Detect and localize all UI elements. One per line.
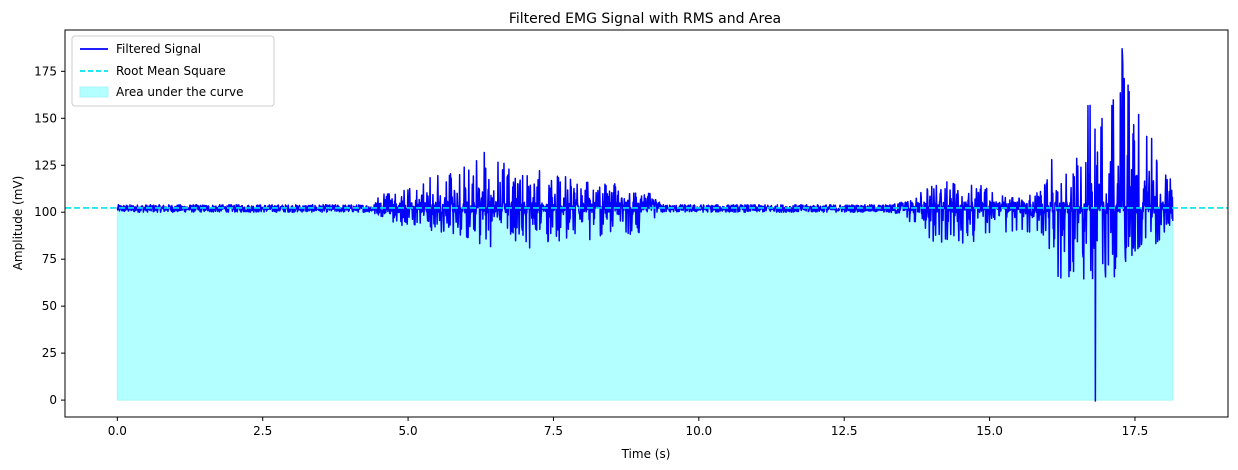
x-tick-label: 2.5 bbox=[253, 424, 272, 438]
legend: Filtered Signal Root Mean Square Area un… bbox=[71, 35, 275, 107]
legend-label-area: Area under the curve bbox=[116, 85, 244, 99]
y-tick-label: 125 bbox=[34, 158, 57, 172]
legend-swatch-area bbox=[79, 86, 109, 98]
chart-title: Filtered EMG Signal with RMS and Area bbox=[509, 11, 781, 27]
plot-frame bbox=[64, 29, 1229, 418]
y-axis: 0 25 50 75 100 125 150 175 bbox=[34, 64, 65, 407]
y-tick-label: 75 bbox=[42, 252, 57, 266]
plot-area bbox=[65, 48, 1228, 402]
x-axis-label: Time (s) bbox=[621, 447, 671, 461]
legend-label-rms: Root Mean Square bbox=[116, 64, 226, 78]
x-tick-label: 15.0 bbox=[976, 424, 1003, 438]
x-axis: 0.0 2.5 5.0 7.5 10.0 12.5 15.0 17.5 bbox=[108, 417, 1149, 438]
x-tick-label: 5.0 bbox=[399, 424, 418, 438]
x-tick-label: 17.5 bbox=[1122, 424, 1149, 438]
y-tick-label: 0 bbox=[49, 393, 57, 407]
x-tick-label: 7.5 bbox=[544, 424, 563, 438]
y-tick-label: 150 bbox=[34, 111, 57, 125]
x-tick-label: 0.0 bbox=[108, 424, 127, 438]
y-tick-label: 25 bbox=[42, 346, 57, 360]
y-tick-label: 175 bbox=[34, 64, 57, 78]
y-tick-label: 100 bbox=[34, 205, 57, 219]
legend-box bbox=[71, 35, 275, 107]
x-tick-label: 10.0 bbox=[685, 424, 712, 438]
y-tick-label: 50 bbox=[42, 299, 57, 313]
legend-label-filtered-signal: Filtered Signal bbox=[116, 42, 201, 56]
area-under-curve bbox=[116, 48, 1174, 402]
y-axis-label: Amplitude (mV) bbox=[11, 176, 25, 271]
x-tick-label: 12.5 bbox=[831, 424, 858, 438]
